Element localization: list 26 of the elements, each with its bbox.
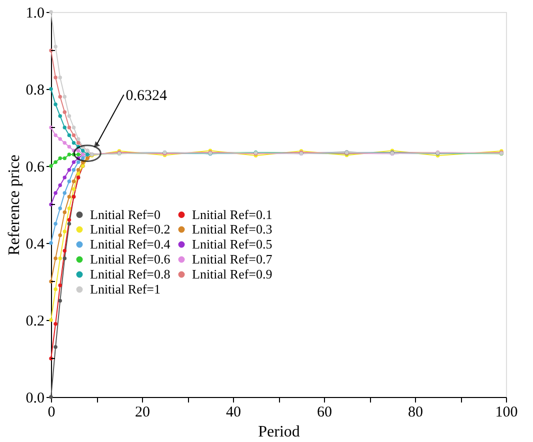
legend-label: Lnitial Ref=1	[90, 282, 161, 296]
y-tick-label: 0.6	[26, 160, 45, 176]
x-tick-label: 40	[226, 404, 241, 420]
y-tick-label: 0.0	[26, 390, 44, 406]
y-tick-label: 0.4	[26, 236, 45, 252]
x-tick-label: 80	[408, 404, 423, 420]
y-tick-label: 0.2	[26, 314, 44, 330]
legend-label: Lnitial Ref=0.1	[192, 206, 272, 222]
x-tick-label: 0	[48, 404, 56, 420]
legend-label: Lnitial Ref=0	[90, 206, 161, 222]
x-tick-label: 60	[317, 404, 332, 420]
annotation: 0.6324	[126, 88, 168, 104]
x-tick-label: 100	[495, 404, 518, 420]
legend-label: Lnitial Ref=0.3	[192, 222, 272, 236]
x-tick-label: 20	[135, 404, 150, 420]
y-tick-label: 1.0	[26, 6, 44, 22]
legend-label: Lnitial Ref=0.5	[192, 236, 272, 252]
legend-label: Lnitial Ref=0.6	[90, 252, 171, 266]
legend-label: Lnitial Ref=0.7	[192, 252, 273, 266]
legend-label: Lnitial Ref=0.4	[90, 236, 171, 252]
y-tick-label: 0.8	[26, 82, 44, 98]
y-axis-title: Reference price	[6, 154, 23, 256]
legend-label: Lnitial Ref=0.2	[90, 222, 170, 236]
legend-label: Lnitial Ref=0.9	[192, 266, 272, 282]
legend-label: Lnitial Ref=0.8	[90, 266, 170, 282]
x-axis-title: Period	[258, 424, 300, 440]
